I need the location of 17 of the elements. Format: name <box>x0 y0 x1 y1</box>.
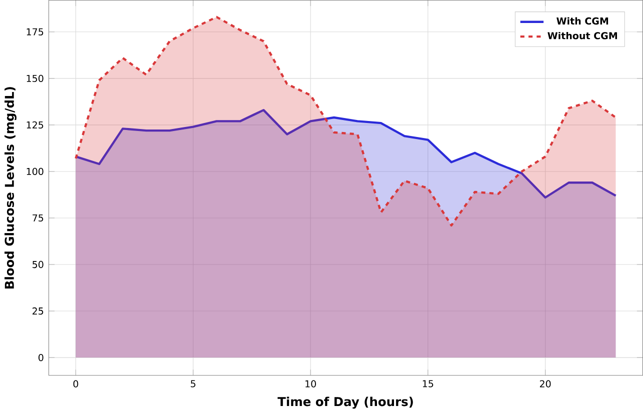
y-tick-label: 100 <box>26 168 44 175</box>
x-tick-label: 10 <box>306 380 316 388</box>
legend-label: With CGM <box>556 17 608 24</box>
y-tick-label: 175 <box>26 28 44 36</box>
y-tick-label: 75 <box>32 214 44 222</box>
y-axis-title: Blood Glucose Levels (mg/dL) <box>4 87 16 288</box>
y-tick-label: 150 <box>26 74 44 82</box>
y-tick-label: 50 <box>32 260 44 268</box>
y-tick-label: 0 <box>38 354 44 362</box>
x-tick-label: 15 <box>422 380 434 388</box>
x-axis-title: Time of Day (hours) <box>278 396 413 409</box>
x-tick-label: 5 <box>190 380 196 388</box>
x-tick-label: 0 <box>73 380 78 388</box>
legend-label: Without CGM <box>548 32 617 40</box>
y-tick-label: 125 <box>26 121 44 128</box>
y-tick-label: 25 <box>32 307 44 315</box>
x-tick-label: 20 <box>540 380 551 388</box>
